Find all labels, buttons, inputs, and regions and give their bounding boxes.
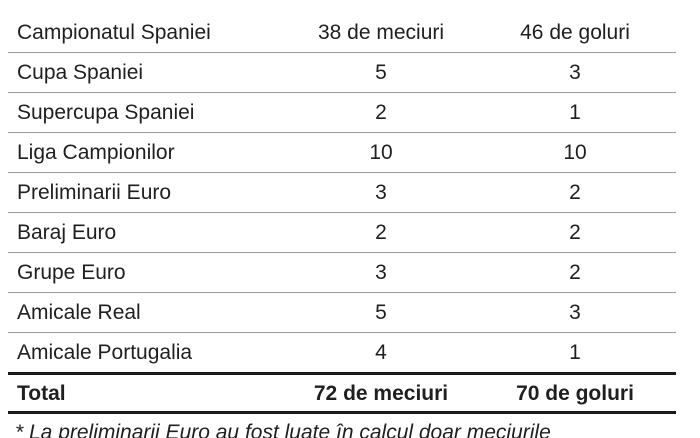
row-competition: Baraj Euro bbox=[17, 221, 117, 244]
row-competition: Cupa Spaniei bbox=[17, 61, 144, 84]
row-matches: 2 bbox=[375, 221, 387, 244]
row-competition: Grupe Euro bbox=[17, 261, 126, 284]
row-matches: 10 bbox=[369, 141, 393, 164]
table-row: Baraj Euro 2 2 bbox=[8, 213, 676, 253]
row-competition: Liga Campionilor bbox=[17, 141, 175, 164]
row-competition: Amicale Portugalia bbox=[17, 341, 193, 364]
stats-table: Campionatul Spaniei 38 de meciuri 46 de … bbox=[8, 13, 676, 373]
row-matches: 5 bbox=[375, 301, 387, 324]
row-matches: 4 bbox=[375, 341, 387, 364]
table-row: Amicale Real 5 3 bbox=[8, 293, 676, 333]
total-goals: 70 de goluri bbox=[516, 382, 634, 405]
table-row: Grupe Euro 3 2 bbox=[8, 253, 676, 293]
table-row: Preliminarii Euro 3 2 bbox=[8, 173, 676, 213]
row-matches: 3 bbox=[375, 261, 387, 284]
row-goals: 2 bbox=[569, 221, 581, 244]
row-goals: 3 bbox=[569, 301, 581, 324]
row-goals: 1 bbox=[569, 341, 581, 364]
row-matches: 38 de meciuri bbox=[317, 21, 445, 44]
total-label: Total bbox=[17, 382, 66, 405]
row-goals: 2 bbox=[569, 261, 581, 284]
row-competition: Campionatul Spaniei bbox=[17, 21, 211, 44]
table-row: Cupa Spaniei 5 3 bbox=[8, 53, 676, 93]
row-competition: Supercupa Spaniei bbox=[17, 101, 195, 124]
table-row: Amicale Portugalia 4 1 bbox=[8, 333, 676, 373]
total-row: Total 72 de meciuri 70 de goluri bbox=[8, 375, 676, 413]
footnote: * La preliminarii Euro au fost luate în … bbox=[15, 421, 551, 438]
row-competition: Preliminarii Euro bbox=[17, 181, 172, 204]
row-matches: 3 bbox=[375, 181, 387, 204]
total-bottom-rule bbox=[8, 411, 676, 414]
row-goals: 3 bbox=[569, 61, 581, 84]
table-row: Supercupa Spaniei 2 1 bbox=[8, 93, 676, 133]
total-top-rule bbox=[8, 372, 676, 375]
total-matches: 72 de meciuri bbox=[313, 382, 449, 405]
table-row: Campionatul Spaniei 38 de meciuri 46 de … bbox=[8, 13, 676, 53]
row-matches: 2 bbox=[375, 101, 387, 124]
table-row: Liga Campionilor 10 10 bbox=[8, 133, 676, 173]
row-goals: 1 bbox=[569, 101, 581, 124]
row-goals: 10 bbox=[563, 141, 587, 164]
row-matches: 5 bbox=[375, 61, 387, 84]
row-goals: 2 bbox=[569, 181, 581, 204]
row-competition: Amicale Real bbox=[17, 301, 141, 324]
total-table: Total 72 de meciuri 70 de goluri bbox=[8, 375, 676, 413]
row-goals: 46 de goluri bbox=[520, 21, 630, 44]
